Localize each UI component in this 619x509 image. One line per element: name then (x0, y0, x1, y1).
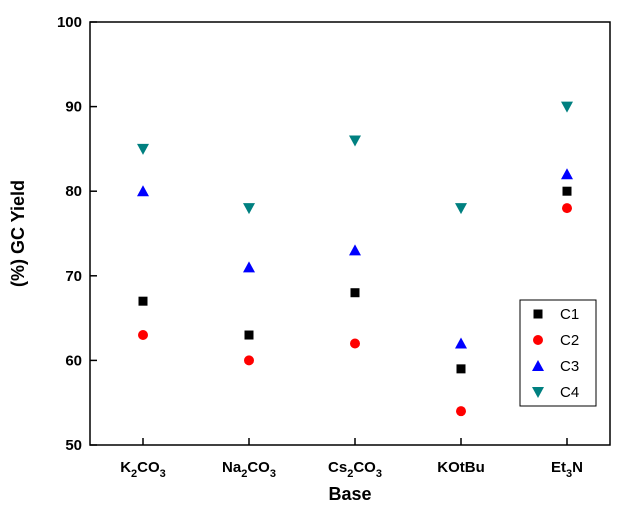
legend-label-c3: C3 (560, 358, 579, 375)
y-tick-label: 90 (65, 99, 82, 116)
data-point-c4 (561, 101, 573, 113)
x-tick-text: K (120, 459, 131, 476)
data-point-c1 (138, 296, 148, 306)
y-axis-title: (%) GC Yield (8, 180, 28, 287)
legend-label-c1: C1 (560, 306, 579, 323)
data-point-c3 (243, 261, 255, 273)
data-point-c3 (349, 244, 361, 256)
y-axis-ticks: 50 60 70 80 90 100 (57, 14, 97, 454)
x-tick-subscript: 3 (566, 468, 572, 480)
plot-frame (89, 21, 611, 446)
x-axis-title: Base (328, 484, 371, 504)
x-tick-label: Et3N (551, 459, 583, 480)
x-tick-label: K2CO3 (120, 459, 166, 480)
data-point-c4 (349, 135, 361, 147)
y-tick-label: 70 (65, 268, 82, 285)
x-tick-subscript: 3 (160, 468, 166, 480)
legend: C1 C2 C3 C4 (519, 299, 597, 407)
x-axis-ticks: K2CO3 Na2CO3 Cs2CO3 KOtBu Et3N (120, 438, 583, 480)
x-tick-label: Cs2CO3 (328, 459, 382, 480)
x-tick-label: KOtBu (437, 459, 485, 476)
data-point-c1 (244, 330, 254, 340)
data-point-c4 (137, 143, 149, 155)
legend-box (519, 299, 597, 407)
x-tick-text: CO (137, 459, 160, 476)
data-point-c2 (244, 355, 254, 366)
x-tick-subscript: 3 (376, 468, 382, 480)
legend-marker-c4 (532, 387, 544, 398)
data-point-c1 (562, 186, 572, 196)
data-point-c3 (137, 185, 149, 197)
x-tick-text: CO (247, 459, 270, 476)
x-tick-text: Cs (328, 459, 347, 476)
data-point-c1 (350, 288, 360, 298)
data-point-c4 (243, 203, 255, 215)
x-tick-subscript: 3 (270, 468, 276, 480)
data-point-c3 (455, 337, 467, 349)
data-point-c3 (561, 168, 573, 180)
data-point-c2 (138, 330, 148, 341)
data-point-c2 (350, 338, 360, 349)
x-tick-text: CO (353, 459, 376, 476)
legend-label-c2: C2 (560, 332, 579, 349)
y-tick-label: 80 (65, 183, 82, 200)
y-tick-label: 50 (65, 437, 82, 454)
legend-marker-c1 (533, 309, 543, 319)
data-point-c1 (456, 364, 466, 374)
x-tick-text: Et (551, 459, 566, 476)
x-tick-text: KOtBu (437, 459, 485, 476)
x-tick-subscript: 2 (241, 468, 247, 480)
legend-marker-c2 (533, 335, 543, 345)
legend-label-c4: C4 (560, 384, 579, 401)
y-tick-label: 100 (57, 14, 82, 31)
x-tick-text: Na (222, 459, 242, 476)
data-point-c2 (562, 203, 572, 214)
x-tick-subscript: 2 (131, 468, 137, 480)
x-tick-subscript: 2 (347, 468, 353, 480)
data-point-c4 (455, 203, 467, 215)
y-tick-label: 60 (65, 352, 82, 369)
data-points (137, 101, 573, 417)
x-tick-label: Na2CO3 (222, 459, 276, 480)
data-point-c2 (456, 406, 466, 417)
legend-marker-c3 (532, 360, 544, 371)
x-tick-text: N (572, 459, 583, 476)
